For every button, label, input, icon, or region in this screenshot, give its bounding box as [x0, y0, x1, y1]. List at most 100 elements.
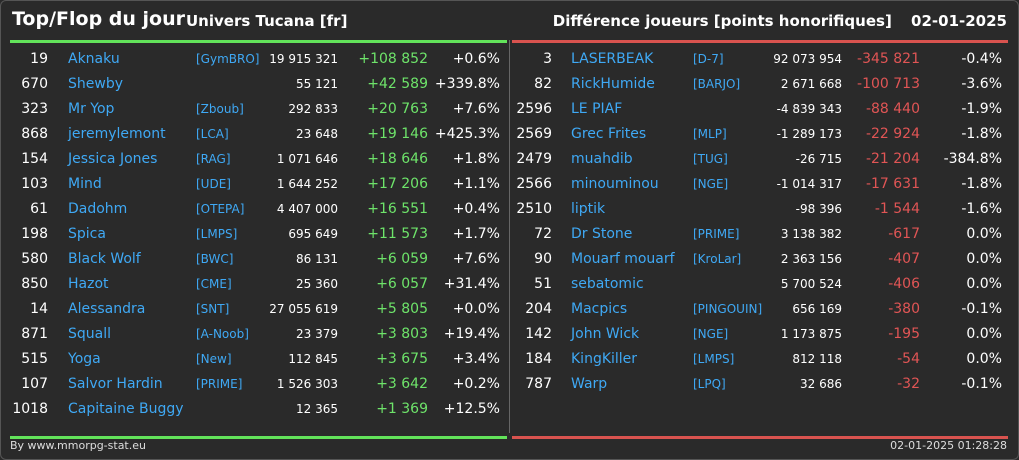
alliance-tag-link[interactable]: [LMPS]	[693, 352, 735, 366]
alliance-tag-link[interactable]: [New]	[196, 352, 232, 366]
header: Top/Flop du jour Univers Tucana [fr] Dif…	[0, 0, 1019, 40]
percent-change: +31.4%	[443, 276, 500, 292]
player-rank: 103	[21, 176, 48, 192]
top-panel: 19 Aknaku [GymBRO] 19 915 321 +108 852 +0.6% 6…	[10, 40, 507, 439]
player-name-link[interactable]: Mind	[68, 176, 102, 192]
footer-timestamp: 02-01-2025 01:28:28	[890, 439, 1007, 452]
points-difference: -88 440	[865, 101, 920, 117]
player-name-link[interactable]: John Wick	[571, 326, 640, 342]
percent-change: -1.8%	[961, 176, 1002, 192]
points-difference: +11 573	[367, 226, 428, 242]
player-name-link[interactable]: jeremylemont	[68, 126, 166, 142]
player-rank: 850	[21, 276, 48, 292]
player-name-link[interactable]: Black Wolf	[68, 251, 141, 267]
alliance-tag-link[interactable]: [PRIME]	[196, 377, 243, 391]
alliance-tag-link[interactable]: [BWC]	[196, 252, 234, 266]
points-difference: +6 057	[376, 276, 428, 292]
player-rank: 198	[21, 226, 48, 242]
percent-change: +19.4%	[443, 326, 500, 342]
alliance-tag-link[interactable]: [TUG]	[693, 152, 728, 166]
points-difference: -406	[888, 276, 920, 292]
player-name-link[interactable]: sebatomic	[571, 276, 644, 292]
alliance-tag-link[interactable]: [SNT]	[196, 302, 230, 316]
player-rank: 14	[30, 301, 48, 317]
table-row: 72 Dr Stone [PRIME] 3 138 382 -617 0.0%	[512, 222, 1008, 247]
player-points: 32 686	[800, 377, 842, 391]
alliance-tag-link[interactable]: [UDE]	[196, 177, 231, 191]
alliance-tag-link[interactable]: [LCA]	[196, 127, 229, 141]
points-difference: +3 803	[376, 326, 428, 342]
alliance-tag-link[interactable]: [PINGOUIN]	[693, 302, 763, 316]
player-rank: 868	[21, 126, 48, 142]
alliance-tag-link[interactable]: [PRIME]	[693, 227, 740, 241]
player-points: 23 648	[296, 127, 338, 141]
player-name-link[interactable]: muahdib	[571, 151, 633, 167]
player-name-link[interactable]: Salvor Hardin	[68, 376, 163, 392]
flop-panel: 3 LASERBEAK [D-7] 92 073 954 -345 821 -0.4% 82…	[512, 40, 1008, 439]
alliance-tag-link[interactable]: [OTEPA]	[196, 202, 245, 216]
player-name-link[interactable]: LE PIAF	[571, 101, 623, 117]
player-name-link[interactable]: Grec Frites	[571, 126, 647, 142]
alliance-tag-link[interactable]: [BARJO]	[693, 77, 741, 91]
alliance-tag-link[interactable]: [D-7]	[693, 52, 724, 66]
alliance-tag-link[interactable]: [NGE]	[693, 327, 729, 341]
player-name-link[interactable]: Capitaine Buggy	[68, 401, 184, 417]
table-row: 670 Shewby 55 121 +42 589 +339.8%	[10, 72, 507, 97]
percent-change: +12.5%	[443, 401, 500, 417]
player-name-link[interactable]: minouminou	[571, 176, 659, 192]
alliance-tag-link[interactable]: [NGE]	[693, 177, 729, 191]
player-name-link[interactable]: LASERBEAK	[571, 51, 654, 67]
player-name-link[interactable]: Aknaku	[68, 51, 120, 67]
player-name-link[interactable]: Spica	[68, 226, 106, 242]
points-difference: -17 631	[865, 176, 920, 192]
player-name-link[interactable]: Mr Yop	[68, 101, 115, 117]
player-points: 25 360	[296, 277, 338, 291]
player-points: 5 700 524	[780, 277, 842, 291]
player-name-link[interactable]: Alessandra	[68, 301, 146, 317]
player-name-link[interactable]: Shewby	[68, 76, 123, 92]
percent-change: -384.8%	[943, 151, 1002, 167]
player-name-link[interactable]: Macpics	[571, 301, 628, 317]
player-rank: 61	[30, 201, 48, 217]
player-name-link[interactable]: liptik	[571, 201, 606, 217]
player-points: -1 289 173	[776, 127, 842, 141]
alliance-tag-link[interactable]: [RAG]	[196, 152, 231, 166]
player-points: -1 014 317	[776, 177, 842, 191]
points-difference: -22 924	[865, 126, 920, 142]
player-name-link[interactable]: Dadohm	[68, 201, 128, 217]
table-row: 868 jeremylemont [LCA] 23 648 +19 146 +425.3%	[10, 122, 507, 147]
alliance-tag-link[interactable]: [KroLar]	[693, 252, 742, 266]
player-name-link[interactable]: Squall	[68, 326, 112, 342]
player-rank: 154	[21, 151, 48, 167]
alliance-tag-link[interactable]: [Zboub]	[196, 102, 244, 116]
table-row: 871 Squall [A-Noob] 23 379 +3 803 +19.4%	[10, 322, 507, 347]
alliance-tag-link[interactable]: [GymBRO]	[196, 52, 260, 66]
player-rank: 580	[21, 251, 48, 267]
player-points: 2 671 668	[780, 77, 842, 91]
player-name-link[interactable]: RickHumide	[571, 76, 655, 92]
player-name-link[interactable]: Dr Stone	[571, 226, 633, 242]
table-row: 2510 liptik -98 396 -1 544 -1.6%	[512, 197, 1008, 222]
player-name-link[interactable]: Yoga	[68, 351, 101, 367]
player-name-link[interactable]: KingKiller	[571, 351, 638, 367]
alliance-tag-link[interactable]: [LMPS]	[196, 227, 238, 241]
player-name-link[interactable]: Jessica Jones	[68, 151, 158, 167]
points-difference: +1 369	[376, 401, 428, 417]
player-name-link[interactable]: Mouarf mouarf	[571, 251, 675, 267]
percent-change: +425.3%	[434, 126, 500, 142]
table-row: 142 John Wick [NGE] 1 173 875 -195 0.0%	[512, 322, 1008, 347]
player-rank: 515	[21, 351, 48, 367]
player-rank: 2510	[516, 201, 552, 217]
table-row: 82 RickHumide [BARJO] 2 671 668 -100 713 -3.6…	[512, 72, 1008, 97]
alliance-tag-link[interactable]: [A-Noob]	[196, 327, 249, 341]
alliance-tag-link[interactable]: [CME]	[196, 277, 232, 291]
player-name-link[interactable]: Hazot	[68, 276, 109, 292]
alliance-tag-link[interactable]: [LPQ]	[693, 377, 726, 391]
points-difference: +5 805	[376, 301, 428, 317]
table-row: 580 Black Wolf [BWC] 86 131 +6 059 +7.6%	[10, 247, 507, 272]
percent-change: -3.6%	[961, 76, 1002, 92]
table-row: 850 Hazot [CME] 25 360 +6 057 +31.4%	[10, 272, 507, 297]
metric-label: Différence joueurs [points honorifiques]	[552, 12, 892, 30]
alliance-tag-link[interactable]: [MLP]	[693, 127, 727, 141]
player-name-link[interactable]: Warp	[571, 376, 608, 392]
